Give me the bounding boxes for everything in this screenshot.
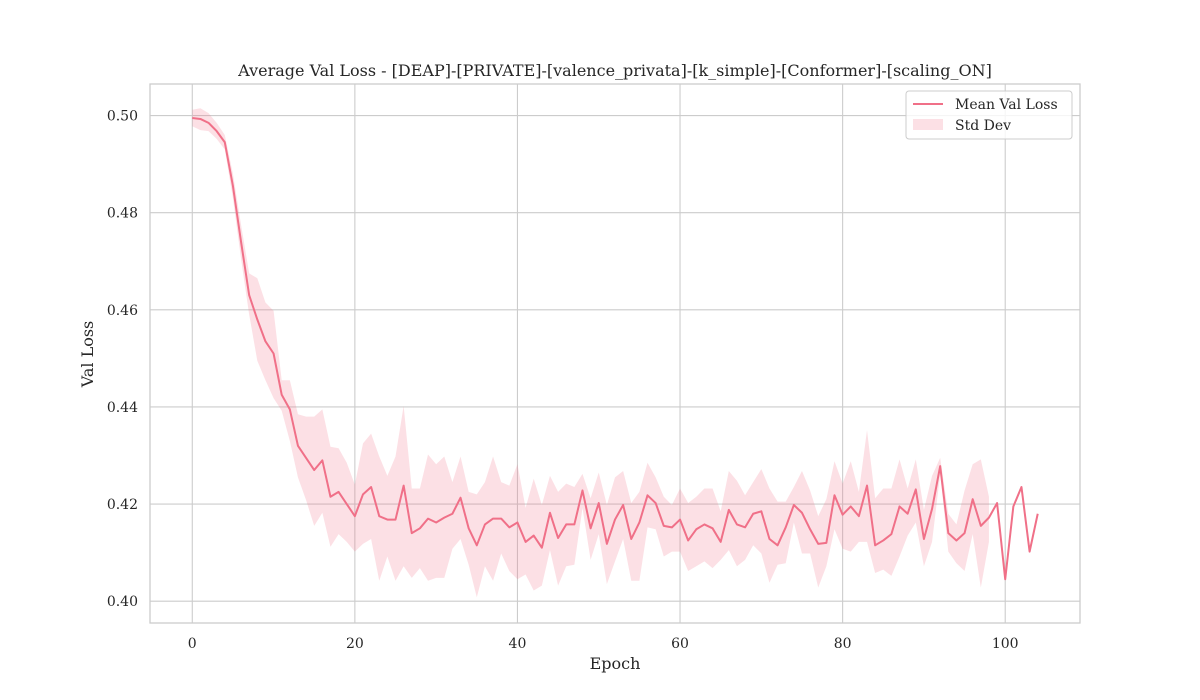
mean-line-layer <box>192 116 1039 581</box>
x-axis-label: Epoch <box>590 654 641 673</box>
x-tick-label: 80 <box>834 636 852 652</box>
y-tick-label: 0.46 <box>107 303 138 319</box>
mean-val-loss-line <box>192 116 1039 581</box>
x-tick-labels: 0 20 40 60 80 100 <box>188 636 1019 652</box>
y-axis-label: Val Loss <box>78 321 97 389</box>
legend-std-label: Std Dev <box>955 118 1011 134</box>
std-band-layer <box>192 108 989 598</box>
plot-frame <box>149 83 1081 624</box>
legend-box <box>905 90 1073 140</box>
legend-band-swatch <box>913 119 943 130</box>
chart-title: Average Val Loss - [DEAP]-[PRIVATE]-[val… <box>237 61 992 80</box>
x-tick-label: 60 <box>671 636 689 652</box>
grid-layer <box>150 84 1080 623</box>
std-dev-band <box>192 108 989 598</box>
y-tick-label: 0.42 <box>107 497 138 513</box>
y-tick-labels: 0.40 0.42 0.44 0.46 0.48 0.50 <box>107 109 138 611</box>
x-tick-label: 0 <box>188 636 197 652</box>
x-tick-label: 100 <box>992 636 1019 652</box>
x-tick-label: 40 <box>509 636 527 652</box>
y-tick-label: 0.48 <box>107 206 138 222</box>
x-tick-label: 20 <box>346 636 364 652</box>
legend-mean-label: Mean Val Loss <box>955 97 1058 113</box>
y-tick-label: 0.40 <box>107 594 138 610</box>
y-tick-label: 0.44 <box>107 400 138 416</box>
y-tick-label: 0.50 <box>107 109 138 125</box>
legend: Mean Val Loss Std Dev <box>905 90 1073 140</box>
